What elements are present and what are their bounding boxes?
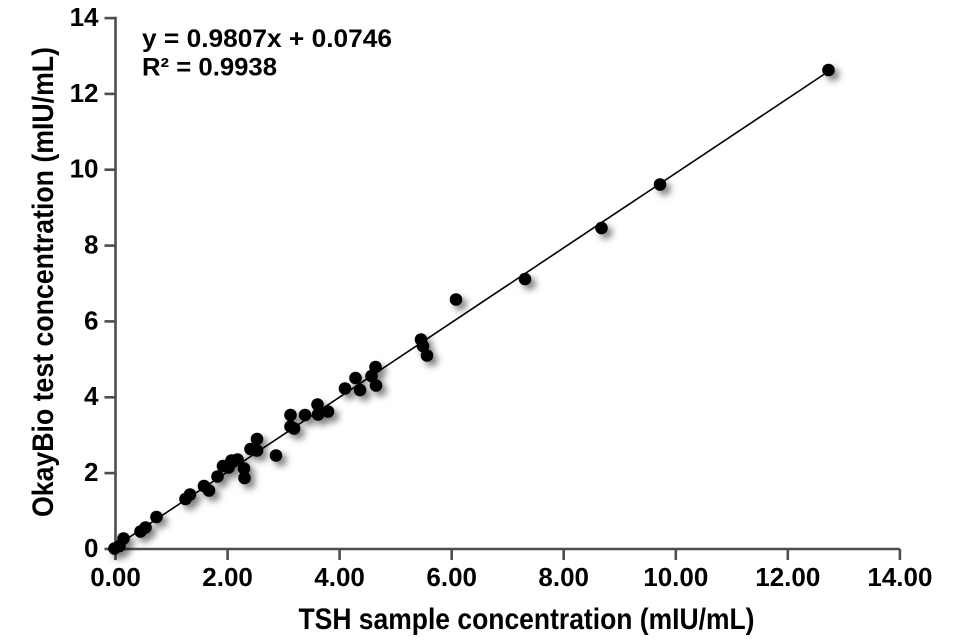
svg-text:8: 8: [84, 230, 98, 260]
svg-text:R² = 0.9938: R² = 0.9938: [142, 54, 277, 82]
svg-text:10: 10: [70, 154, 99, 184]
svg-text:12.00: 12.00: [755, 562, 820, 592]
svg-text:2: 2: [84, 457, 98, 487]
svg-text:14.00: 14.00: [867, 562, 932, 592]
svg-text:TSH sample concentration (mIU/: TSH sample concentration (mIU/mL): [299, 603, 755, 636]
svg-text:6.00: 6.00: [426, 562, 477, 592]
svg-text:4.00: 4.00: [314, 562, 365, 592]
svg-text:4: 4: [84, 381, 99, 411]
svg-text:10.00: 10.00: [643, 562, 708, 592]
svg-text:0.00: 0.00: [90, 562, 141, 592]
svg-text:2.00: 2.00: [202, 562, 253, 592]
svg-text:y = 0.9807x + 0.0746: y = 0.9807x + 0.0746: [142, 25, 392, 53]
svg-text:6: 6: [84, 305, 98, 335]
svg-text:8.00: 8.00: [538, 562, 589, 592]
svg-text:12: 12: [70, 78, 99, 108]
svg-text:OkayBio test concentration (mI: OkayBio test concentration (mIU/mL): [27, 47, 60, 517]
svg-text:14: 14: [70, 2, 99, 32]
svg-text:0: 0: [84, 533, 98, 563]
